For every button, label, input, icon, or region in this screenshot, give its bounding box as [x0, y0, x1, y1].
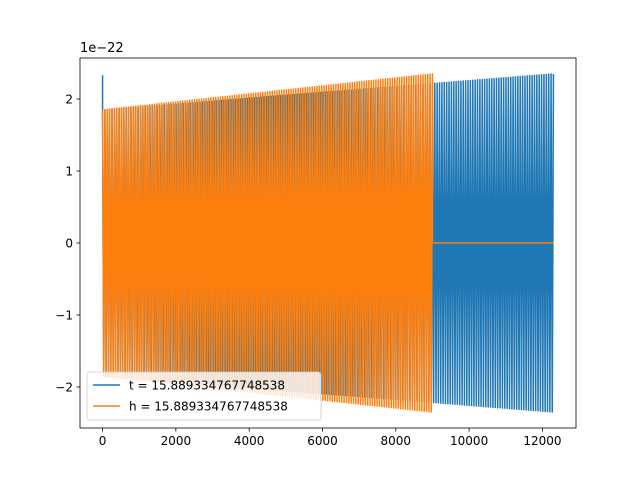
legend-label: h = 15.889334767748538 [129, 400, 288, 414]
x-tick-label: 12000 [523, 434, 561, 448]
y-tick-label: 0 [65, 237, 73, 251]
y-tick-label: −2 [55, 380, 73, 394]
y-tick-label: 1 [65, 165, 73, 179]
x-tick-label: 10000 [450, 434, 488, 448]
x-tick-label: 2000 [161, 434, 192, 448]
y-offset-label: 1e−22 [80, 41, 124, 56]
x-tick-label: 0 [99, 434, 107, 448]
x-tick-label: 8000 [381, 434, 412, 448]
y-axis: −2 −1 0 1 2 [55, 93, 80, 394]
y-tick-label: 2 [65, 93, 73, 107]
x-tick-label: 4000 [234, 434, 265, 448]
legend-box [86, 371, 322, 421]
x-tick-label: 6000 [307, 434, 338, 448]
y-tick-label: −1 [55, 308, 73, 322]
legend-label: t = 15.889334767748538 [129, 379, 285, 393]
legend: t = 15.889334767748538 h = 15.88933476774… [86, 371, 322, 421]
x-axis: 0 2000 4000 6000 8000 10000 12000 [99, 428, 562, 448]
